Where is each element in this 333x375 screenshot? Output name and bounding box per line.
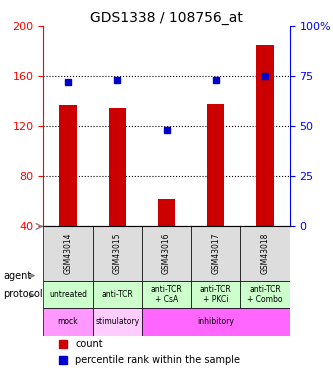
Text: GDS1338 / 108756_at: GDS1338 / 108756_at: [90, 11, 243, 25]
Text: anti-TCR
+ PKCi: anti-TCR + PKCi: [200, 285, 232, 304]
Text: untreated: untreated: [49, 290, 87, 299]
FancyBboxPatch shape: [240, 281, 290, 308]
Bar: [158, 199, 175, 226]
Text: GSM43015: GSM43015: [113, 233, 122, 274]
FancyBboxPatch shape: [142, 226, 191, 281]
Bar: [109, 108, 126, 226]
Bar: [59, 105, 77, 226]
Text: GSM43016: GSM43016: [162, 233, 171, 274]
Text: percentile rank within the sample: percentile rank within the sample: [75, 354, 240, 364]
Text: anti-TCR: anti-TCR: [101, 290, 133, 299]
Bar: [207, 104, 224, 226]
FancyBboxPatch shape: [191, 281, 240, 308]
FancyBboxPatch shape: [191, 226, 240, 281]
Text: stimulatory: stimulatory: [95, 318, 139, 327]
FancyBboxPatch shape: [93, 226, 142, 281]
Text: count: count: [75, 339, 103, 349]
FancyBboxPatch shape: [142, 281, 191, 308]
Text: inhibitory: inhibitory: [197, 318, 234, 327]
FancyBboxPatch shape: [43, 226, 93, 281]
FancyBboxPatch shape: [240, 226, 290, 281]
Text: GSM43018: GSM43018: [260, 233, 270, 274]
FancyBboxPatch shape: [93, 281, 142, 308]
FancyBboxPatch shape: [43, 308, 93, 336]
FancyBboxPatch shape: [142, 308, 290, 336]
Text: protocol: protocol: [3, 290, 43, 299]
Text: anti-TCR
+ CsA: anti-TCR + CsA: [151, 285, 182, 304]
Text: mock: mock: [58, 318, 78, 327]
Text: GSM43017: GSM43017: [211, 233, 220, 274]
FancyBboxPatch shape: [93, 308, 142, 336]
Text: anti-TCR
+ Combo: anti-TCR + Combo: [247, 285, 283, 304]
FancyBboxPatch shape: [43, 281, 93, 308]
Text: agent: agent: [3, 271, 32, 280]
Bar: [256, 45, 274, 226]
Text: GSM43014: GSM43014: [63, 233, 73, 274]
